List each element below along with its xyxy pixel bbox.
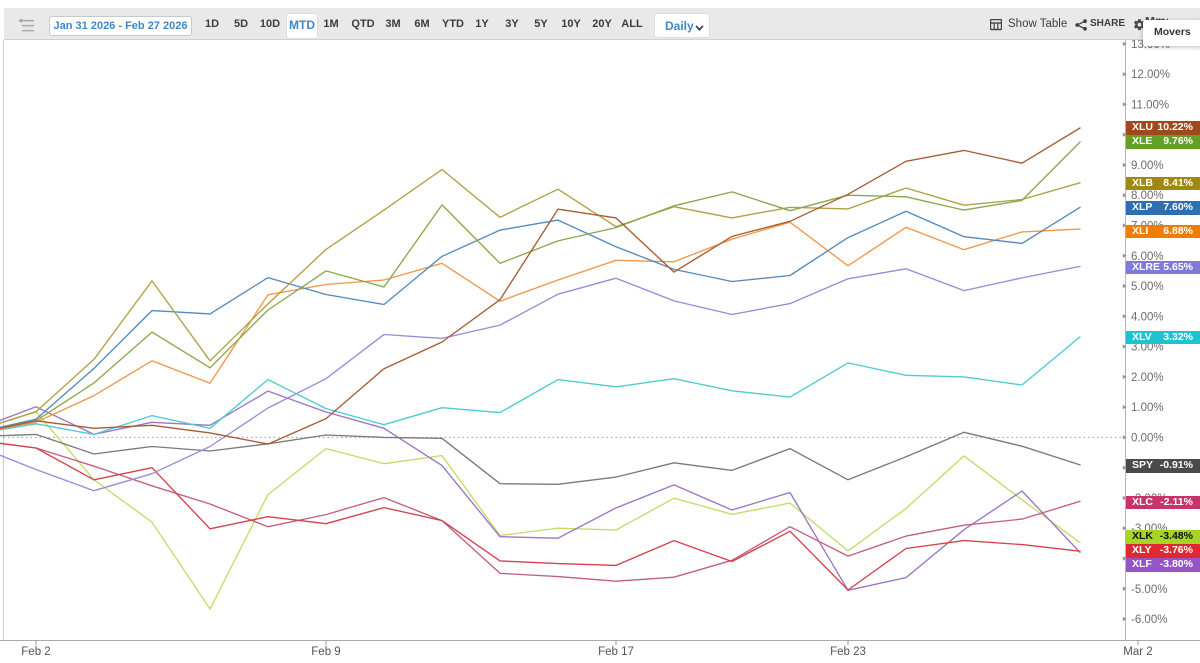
svg-text:8.00%: 8.00%	[1131, 190, 1164, 202]
svg-text:-6.00%: -6.00%	[1131, 614, 1167, 626]
svg-text:5.00%: 5.00%	[1131, 281, 1164, 293]
svg-text:0.00%: 0.00%	[1131, 432, 1164, 444]
svg-text:1.00%: 1.00%	[1131, 402, 1164, 414]
svg-text:6.00%: 6.00%	[1131, 251, 1164, 263]
svg-text:Mar 2: Mar 2	[1123, 646, 1152, 658]
svg-text:9.00%: 9.00%	[1131, 160, 1164, 172]
svg-text:Feb 9: Feb 9	[311, 646, 340, 658]
svg-text:11.00%: 11.00%	[1131, 99, 1169, 111]
svg-text:Feb 2: Feb 2	[21, 646, 50, 658]
svg-text:Feb 17: Feb 17	[598, 646, 634, 658]
svg-text:Feb 23: Feb 23	[830, 646, 866, 658]
svg-text:3.00%: 3.00%	[1131, 342, 1164, 354]
svg-text:4.00%: 4.00%	[1131, 311, 1164, 323]
svg-text:12.00%: 12.00%	[1131, 69, 1170, 81]
svg-text:2.00%: 2.00%	[1131, 372, 1164, 384]
svg-text:-5.00%: -5.00%	[1131, 584, 1167, 596]
